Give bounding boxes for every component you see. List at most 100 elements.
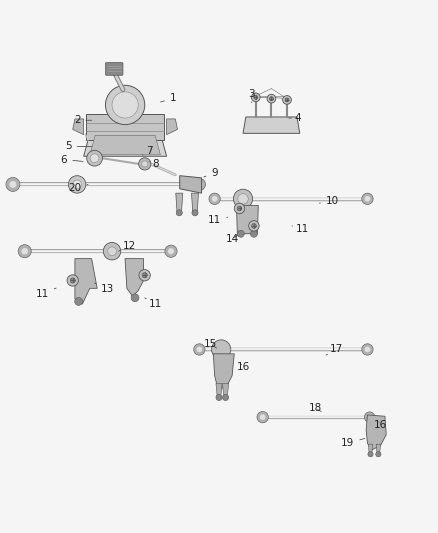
Circle shape xyxy=(234,203,245,214)
Text: 1: 1 xyxy=(161,93,177,103)
Circle shape xyxy=(165,245,177,257)
Circle shape xyxy=(260,414,265,420)
Polygon shape xyxy=(84,133,166,156)
Circle shape xyxy=(193,179,205,190)
Polygon shape xyxy=(176,193,183,213)
Text: 7: 7 xyxy=(143,146,152,156)
Polygon shape xyxy=(223,384,229,398)
Text: 14: 14 xyxy=(226,234,239,244)
Circle shape xyxy=(237,206,242,211)
Circle shape xyxy=(142,273,147,278)
Text: 10: 10 xyxy=(319,196,339,206)
Circle shape xyxy=(269,96,273,101)
Circle shape xyxy=(73,180,81,189)
Circle shape xyxy=(368,451,373,457)
Circle shape xyxy=(223,394,229,400)
Circle shape xyxy=(364,196,370,201)
Polygon shape xyxy=(166,119,177,135)
Polygon shape xyxy=(86,114,164,140)
Circle shape xyxy=(18,245,31,258)
Circle shape xyxy=(108,247,117,256)
Circle shape xyxy=(139,270,150,281)
Circle shape xyxy=(212,340,231,359)
FancyBboxPatch shape xyxy=(106,62,123,75)
Text: 11: 11 xyxy=(208,215,228,225)
Polygon shape xyxy=(73,119,84,135)
Circle shape xyxy=(168,248,174,254)
Circle shape xyxy=(362,193,373,205)
Circle shape xyxy=(112,92,138,118)
Circle shape xyxy=(197,346,202,352)
Text: 20: 20 xyxy=(68,183,88,193)
Circle shape xyxy=(106,85,145,125)
Circle shape xyxy=(87,150,102,166)
Circle shape xyxy=(364,412,375,422)
Circle shape xyxy=(21,248,28,254)
Circle shape xyxy=(257,411,268,423)
Polygon shape xyxy=(180,176,201,193)
Polygon shape xyxy=(366,415,386,450)
Circle shape xyxy=(142,161,148,167)
Circle shape xyxy=(216,394,222,400)
Text: 9: 9 xyxy=(204,168,218,177)
Circle shape xyxy=(194,344,205,355)
Circle shape xyxy=(6,177,20,191)
Circle shape xyxy=(192,210,198,216)
Circle shape xyxy=(267,94,276,103)
Text: 16: 16 xyxy=(237,362,250,372)
Polygon shape xyxy=(90,135,160,155)
Polygon shape xyxy=(243,117,300,133)
Circle shape xyxy=(362,344,373,355)
Circle shape xyxy=(251,223,256,228)
Polygon shape xyxy=(376,444,381,454)
Circle shape xyxy=(196,181,202,188)
Polygon shape xyxy=(368,444,373,454)
Text: 3: 3 xyxy=(248,89,255,103)
Circle shape xyxy=(367,415,372,420)
Polygon shape xyxy=(75,259,97,304)
Circle shape xyxy=(68,176,86,193)
Polygon shape xyxy=(213,354,234,389)
Text: 19: 19 xyxy=(341,438,365,448)
Text: 16: 16 xyxy=(374,419,387,430)
Circle shape xyxy=(139,158,151,170)
Text: 11: 11 xyxy=(145,298,162,309)
Text: 18: 18 xyxy=(308,403,321,414)
Circle shape xyxy=(251,93,260,102)
Circle shape xyxy=(90,154,99,163)
Circle shape xyxy=(254,95,258,99)
Circle shape xyxy=(233,189,253,208)
Circle shape xyxy=(212,196,218,201)
Circle shape xyxy=(251,230,258,237)
Text: 17: 17 xyxy=(326,344,343,355)
Text: 11: 11 xyxy=(35,288,56,298)
Circle shape xyxy=(176,210,182,216)
Text: 2: 2 xyxy=(74,115,92,125)
Circle shape xyxy=(285,98,289,102)
Circle shape xyxy=(10,181,16,188)
Circle shape xyxy=(364,346,370,352)
Circle shape xyxy=(131,294,139,302)
Circle shape xyxy=(283,95,291,104)
Circle shape xyxy=(238,193,248,204)
Text: 6: 6 xyxy=(61,155,83,165)
Polygon shape xyxy=(216,384,222,398)
Text: 5: 5 xyxy=(65,141,92,151)
Text: 11: 11 xyxy=(292,224,309,235)
Circle shape xyxy=(237,230,244,237)
Circle shape xyxy=(75,297,82,305)
Polygon shape xyxy=(125,259,144,296)
Text: 8: 8 xyxy=(149,159,159,169)
Circle shape xyxy=(103,243,121,260)
Text: 4: 4 xyxy=(289,113,301,123)
Circle shape xyxy=(70,278,75,283)
Circle shape xyxy=(376,451,381,457)
Text: 13: 13 xyxy=(95,283,114,294)
Polygon shape xyxy=(191,193,198,213)
Text: 15: 15 xyxy=(204,339,217,349)
Circle shape xyxy=(249,221,259,231)
Text: 12: 12 xyxy=(119,240,136,251)
Polygon shape xyxy=(237,205,258,234)
Circle shape xyxy=(209,193,220,205)
Circle shape xyxy=(67,275,78,286)
